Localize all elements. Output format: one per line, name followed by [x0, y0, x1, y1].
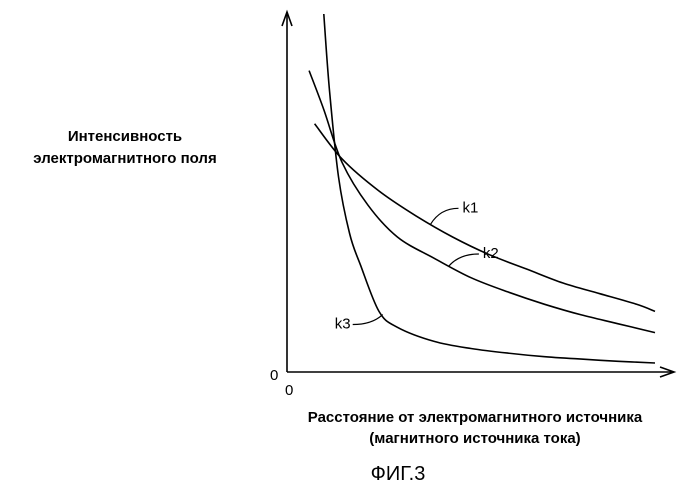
figure-title: ФИГ.3 [371, 463, 426, 485]
leader-k1 [431, 208, 459, 224]
curve-k3 [324, 14, 655, 363]
x-origin-label: 0 [285, 382, 293, 399]
x-axis-label-line-1: Расстояние от электромагнитного источник… [308, 409, 643, 426]
y-axis-label-line-2: электромагнитного поля [33, 150, 216, 167]
leader-k3 [353, 315, 383, 325]
x-axis-label-line-2: (магнитного источника тока) [369, 430, 580, 447]
y-axis-label-line-1: Интенсивность [68, 128, 182, 145]
label-k2: k2 [483, 245, 499, 262]
series-group: k1 k2 k3 [309, 14, 655, 363]
curve-k2 [309, 71, 655, 333]
label-k1: k1 [463, 199, 479, 216]
leader-k2 [449, 254, 479, 266]
label-k3: k3 [335, 316, 351, 333]
y-origin-label: 0 [270, 367, 278, 384]
